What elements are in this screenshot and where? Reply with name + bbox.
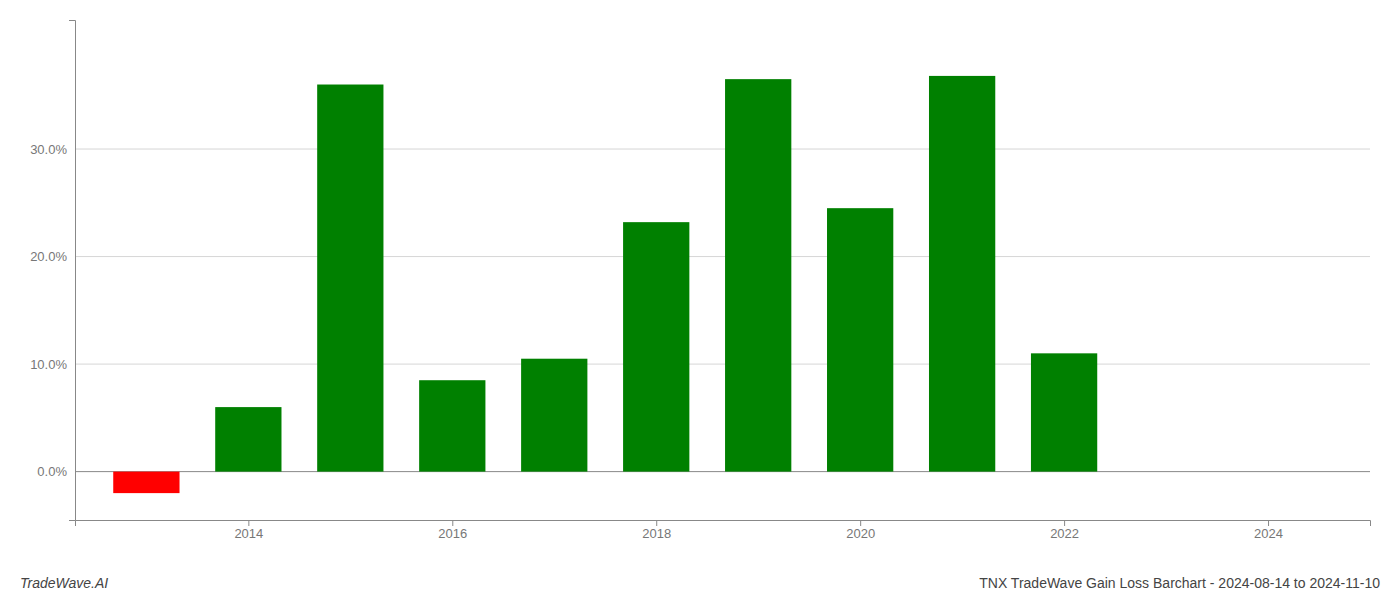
y-axis-line <box>69 21 76 521</box>
x-tick-label: 2016 <box>438 526 467 541</box>
x-axis-line <box>76 521 1371 527</box>
bar <box>521 359 587 472</box>
x-tick-mark <box>452 520 453 526</box>
bar <box>827 208 893 471</box>
bar <box>929 76 995 472</box>
bar <box>215 407 281 472</box>
grid-line <box>75 364 1370 365</box>
y-tick-label: 30.0% <box>30 142 67 157</box>
y-tick: 10.0% <box>30 357 75 372</box>
y-axis: 0.0% 10.0% 20.0% 30.0% <box>30 21 75 521</box>
y-tick: 30.0% <box>30 142 75 157</box>
grid <box>75 149 1370 472</box>
bar <box>317 85 383 472</box>
x-tick: 2014 <box>234 520 263 541</box>
grid-line <box>75 149 1370 150</box>
plot-area: 2014 2016 2018 2020 2022 2024 0.0% 10.0% 20.0% 30… <box>30 21 1370 542</box>
watermark: TradeWave.AI <box>20 575 108 591</box>
x-tick-mark <box>656 520 657 526</box>
title: TNX TradeWave Gain Loss Barchart - 2024-… <box>979 575 1380 591</box>
bar <box>113 472 179 494</box>
x-tick: 2016 <box>438 520 467 541</box>
bar <box>725 79 791 471</box>
x-tick-label: 2018 <box>642 526 671 541</box>
y-tick: 20.0% <box>30 249 75 264</box>
x-tick-mark <box>860 520 861 526</box>
x-axis: 2014 2016 2018 2020 2022 2024 <box>76 520 1371 541</box>
x-tick-mark <box>1064 520 1065 526</box>
x-tick: 2024 <box>1254 520 1283 541</box>
x-tick-label: 2014 <box>234 526 263 541</box>
bar <box>1133 471 1199 472</box>
chart: 2014 2016 2018 2020 2022 2024 0.0% 10.0% 20.0% 30… <box>0 0 1400 600</box>
x-tick-label: 2020 <box>846 526 875 541</box>
x-tick: 2022 <box>1050 520 1079 541</box>
y-tick: 0.0% <box>37 464 75 479</box>
x-tick-label: 2024 <box>1254 526 1283 541</box>
y-tick-label: 20.0% <box>30 249 67 264</box>
bar <box>419 380 485 471</box>
x-tick: 2018 <box>642 520 671 541</box>
bars <box>113 76 1097 493</box>
grid-line <box>75 256 1370 257</box>
bar <box>1031 353 1097 471</box>
y-tick-label: 10.0% <box>30 357 67 372</box>
x-tick-mark <box>248 520 249 526</box>
x-tick: 2020 <box>846 520 875 541</box>
x-tick-label: 2022 <box>1050 526 1079 541</box>
y-tick-label: 0.0% <box>37 464 67 479</box>
x-tick-mark <box>1268 520 1269 526</box>
bar <box>623 222 689 471</box>
